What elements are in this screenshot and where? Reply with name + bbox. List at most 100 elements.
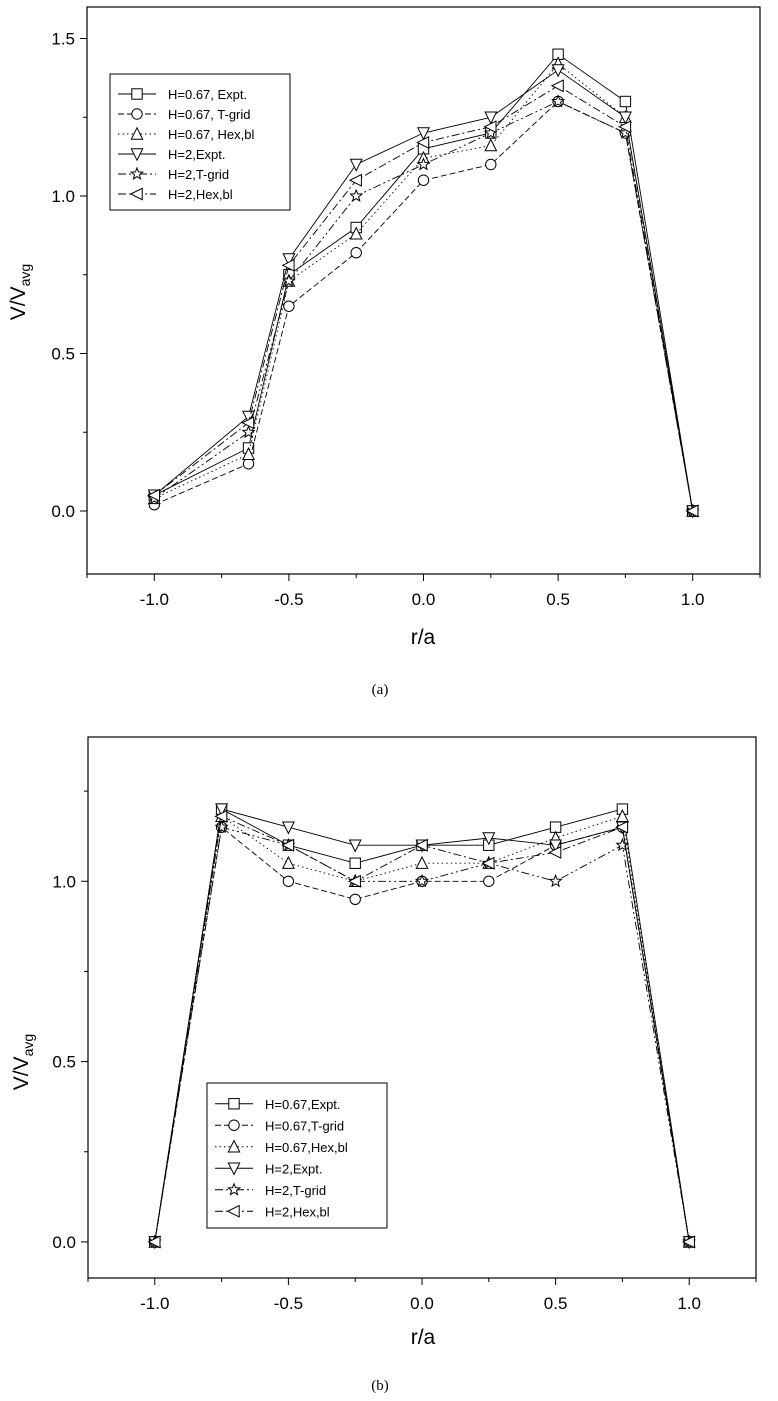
data-point xyxy=(416,135,430,149)
legend-label: H=0.67, Expt. xyxy=(168,87,247,102)
legend-label: H=0.67,Hex,bl xyxy=(265,1140,348,1155)
data-point xyxy=(242,410,256,424)
data-point xyxy=(282,875,295,887)
legend-label: H=2,Hex,bl xyxy=(265,1204,330,1219)
plot-frame xyxy=(87,736,757,1279)
x-tick-label: 0.0 xyxy=(410,1294,434,1313)
legend-entry: H=0.67,Expt. xyxy=(215,1097,341,1112)
data-point xyxy=(349,893,361,905)
y-axis-title-main: V/V xyxy=(7,286,30,320)
legend-marker xyxy=(227,1139,241,1153)
data-point xyxy=(551,94,566,108)
y-tick-label: 1.0 xyxy=(51,187,75,206)
legend-label: H=2,Expt. xyxy=(265,1161,322,1176)
data-point xyxy=(548,845,562,859)
legend-label: H=2,T-grid xyxy=(168,167,229,182)
data-point xyxy=(485,158,497,171)
data-point xyxy=(348,839,362,853)
data-point xyxy=(416,157,431,171)
data-point xyxy=(282,253,296,267)
data-point xyxy=(283,300,295,312)
chart-panel-b: -1.0 -0.5 0.0 0.5 1.0 0.0 0.5 1.0 r/a V/Vavg H=0.6… xyxy=(10,736,757,1394)
y-tick-label: 0.0 xyxy=(51,502,75,521)
legend-marker xyxy=(130,148,144,162)
data-point xyxy=(619,95,632,108)
x-tick-label: -1.0 xyxy=(140,590,169,609)
legend-entry: H=0.67, T-grid xyxy=(118,107,251,122)
data-point xyxy=(414,838,428,852)
legend-label: H=0.67,Expt. xyxy=(265,1097,341,1112)
panel-caption: (b) xyxy=(371,1378,389,1394)
y-axis-title-subscript: avg xyxy=(17,264,33,287)
x-tick-label: 1.0 xyxy=(681,590,705,609)
y-axis-title-main: V/V xyxy=(10,1056,33,1090)
x-tick-label: -1.0 xyxy=(140,1294,169,1313)
legend-label: H=2,Expt. xyxy=(168,147,225,162)
series-6 xyxy=(146,79,699,518)
data-point xyxy=(482,832,496,846)
legend-label: H=0.67, Hex,bl xyxy=(168,127,254,142)
y-tick-label: 1.5 xyxy=(51,30,75,49)
data-point xyxy=(347,874,361,888)
data-point xyxy=(281,838,295,852)
data-point xyxy=(618,120,632,134)
data-point xyxy=(242,458,255,470)
data-point xyxy=(349,857,361,869)
legend-marker xyxy=(130,126,144,140)
legend-entry: H=2,T-grid xyxy=(215,1182,326,1198)
panel-caption: (a) xyxy=(372,682,389,698)
legend-marker xyxy=(226,1182,242,1196)
data-point xyxy=(484,111,498,125)
data-point xyxy=(618,111,632,125)
data-point xyxy=(415,855,429,869)
data-point xyxy=(349,226,363,240)
legend-entry: H=0.67,T-grid xyxy=(215,1118,344,1133)
legend-marker xyxy=(131,108,143,120)
y-tick-label: 0.0 xyxy=(52,1233,76,1252)
legend-entry: H=0.67,Hex,bl xyxy=(215,1139,348,1155)
data-point xyxy=(214,809,228,823)
legend-marker xyxy=(129,166,145,180)
chart-panel-a: -1.0 -0.5 0.0 0.5 1.0 0.0 0.5 1.0 1.5 r/a V/Vavg H=… xyxy=(7,6,761,698)
x-tick-label: 0.5 xyxy=(546,590,570,609)
data-point xyxy=(548,873,563,888)
data-point xyxy=(147,1235,161,1249)
data-point xyxy=(281,821,295,835)
data-point xyxy=(416,127,431,141)
data-point xyxy=(681,1235,695,1249)
legend-marker xyxy=(131,88,143,100)
data-point xyxy=(484,138,498,152)
legend-marker xyxy=(226,1204,240,1218)
data-point xyxy=(241,424,256,439)
legend-entry: H=2,Hex,bl xyxy=(215,1204,330,1219)
data-point xyxy=(615,837,630,852)
legend-marker xyxy=(129,187,143,201)
data-point xyxy=(281,258,295,272)
data-point xyxy=(281,273,296,288)
data-point xyxy=(414,873,430,888)
x-tick-label: 0.5 xyxy=(544,1294,568,1313)
series-line xyxy=(154,815,690,1242)
legend-label: H=0.67, T-grid xyxy=(168,107,251,122)
x-axis-title: r/a xyxy=(411,1326,436,1349)
legend-entry: H=0.67, Hex,bl xyxy=(118,126,254,142)
data-point xyxy=(348,173,362,187)
legend-entry: H=2,Hex,bl xyxy=(118,187,233,202)
data-point xyxy=(214,819,229,834)
data-point xyxy=(242,446,256,460)
data-point xyxy=(483,875,495,887)
data-point xyxy=(483,120,497,134)
x-tick-label: 0.0 xyxy=(412,590,436,609)
data-point xyxy=(615,820,629,834)
legend-entry: H=2,Expt. xyxy=(118,147,225,162)
data-point xyxy=(549,839,563,853)
data-point xyxy=(350,247,362,259)
legend-entry: H=0.67, Expt. xyxy=(118,87,247,102)
y-axis-title: V/Vavg xyxy=(7,264,33,320)
legend-label: H=2,T-grid xyxy=(265,1183,326,1198)
data-point xyxy=(215,803,229,817)
data-point xyxy=(349,188,364,202)
series-line xyxy=(154,63,694,512)
data-point xyxy=(241,416,255,430)
